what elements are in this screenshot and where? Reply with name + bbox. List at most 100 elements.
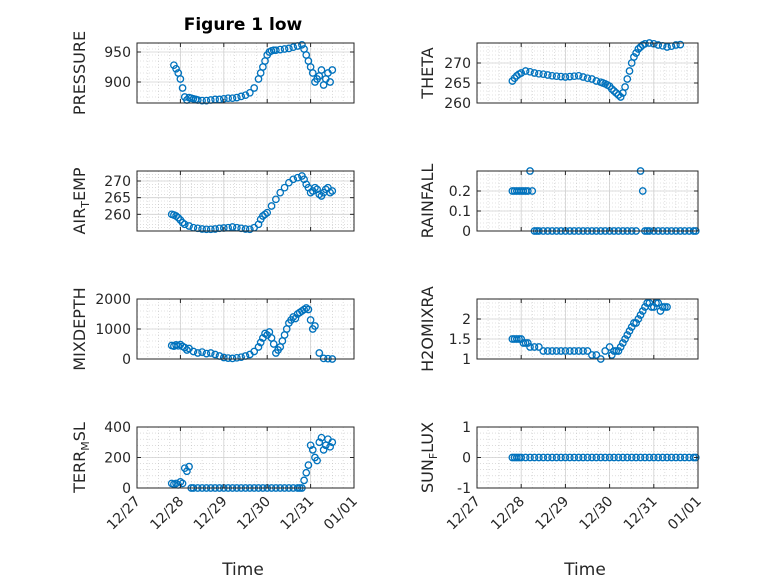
y-axis-label: H2OMIXRA: [418, 286, 437, 372]
data-point: [663, 303, 671, 311]
data-point: [616, 343, 625, 351]
data-point: [280, 183, 289, 192]
y-axis-label: TERRMSL: [70, 422, 92, 494]
data-point: [172, 64, 180, 73]
data-point: [510, 74, 519, 83]
data-point: [619, 339, 627, 347]
data-point: [625, 327, 634, 335]
data-point: [583, 74, 592, 83]
data-point: [272, 46, 280, 55]
subplot-1: 260 265 270 THETA: [418, 39, 699, 112]
data-point: [300, 476, 308, 485]
data-point: [574, 71, 583, 80]
data-point: [654, 41, 663, 49]
data-point: [228, 94, 237, 103]
subplot-3: 0 0.1 0.2 RAINFALL: [418, 164, 700, 240]
data-point: [315, 438, 324, 447]
data-point: [632, 49, 640, 57]
data-point: [638, 307, 647, 315]
subplot-0: 900 950 PRESSURE: [70, 31, 355, 115]
axes-box: [476, 42, 699, 104]
data-point: [202, 96, 211, 105]
y-tick-label: 900: [104, 75, 131, 91]
data-point: [625, 67, 634, 75]
data-point: [691, 453, 700, 462]
data-series: [167, 172, 337, 234]
data-point: [638, 187, 647, 195]
data-point: [680, 453, 689, 462]
data-point: [172, 212, 180, 220]
data-point: [250, 347, 259, 356]
data-point: [517, 335, 526, 343]
data-series: [508, 39, 685, 101]
subplot-5: 1 1.5 2 H2OMIXRA: [418, 286, 699, 372]
data-point: [676, 453, 685, 462]
data-point: [254, 343, 263, 351]
subplot-4: 0 1000 2000 MIXDEPTH: [70, 287, 355, 371]
data-point: [658, 453, 667, 462]
data-point: [588, 351, 596, 359]
y-tick-label: 260: [444, 96, 471, 112]
data-point: [530, 453, 539, 462]
data-point: [215, 224, 224, 233]
data-point: [237, 353, 246, 362]
data-point: [636, 453, 645, 462]
data-point: [649, 303, 658, 311]
data-point: [592, 453, 601, 462]
data-point: [643, 299, 652, 307]
y-tick-label: 265: [444, 76, 471, 92]
data-point: [180, 343, 189, 352]
data-point: [610, 87, 618, 95]
data-point: [548, 347, 556, 355]
data-point: [245, 225, 254, 234]
y-tick-label: 1: [462, 420, 471, 436]
data-point: [530, 343, 539, 351]
data-point: [614, 453, 623, 462]
data-point: [241, 225, 250, 233]
data-point: [228, 354, 237, 363]
figure-title: Figure 1 low: [184, 15, 303, 35]
y-tick-label: 0.2: [449, 184, 471, 200]
data-point: [269, 340, 278, 348]
y-tick-label: 1: [462, 352, 471, 368]
y-tick-label: 0.1: [449, 204, 471, 220]
y-tick-label: 270: [444, 56, 471, 72]
data-point: [193, 224, 202, 233]
data-point: [523, 339, 532, 347]
data-point: [206, 349, 215, 357]
data-point: [632, 453, 640, 462]
data-point: [523, 187, 532, 195]
data-point: [634, 45, 643, 53]
data-point: [237, 224, 246, 233]
data-point: [291, 314, 300, 323]
data-point: [543, 347, 552, 355]
data-point: [285, 44, 293, 53]
data-point: [224, 94, 232, 103]
y-axis-label: AIRTEMP: [70, 167, 92, 234]
y-tick-label: 1000: [95, 322, 131, 338]
data-point: [317, 66, 326, 74]
y-tick-label: 0: [462, 451, 471, 467]
data-point: [601, 347, 610, 355]
data-point: [535, 343, 543, 351]
data-point: [641, 453, 649, 462]
data-point: [176, 75, 185, 83]
y-axis-label: PRESSURE: [70, 31, 89, 115]
y-tick-label: 265: [104, 191, 131, 207]
data-point: [311, 322, 319, 330]
data-point: [557, 72, 565, 81]
data-point: [649, 453, 658, 462]
data-point: [326, 78, 334, 86]
data-point: [512, 335, 521, 343]
data-point: [521, 339, 530, 347]
y-tick-label: 270: [104, 174, 131, 190]
data-point: [557, 347, 565, 355]
data-point: [232, 93, 241, 102]
data-point: [565, 453, 574, 462]
data-point: [652, 299, 660, 307]
data-point: [224, 354, 232, 362]
data-point: [178, 479, 187, 488]
